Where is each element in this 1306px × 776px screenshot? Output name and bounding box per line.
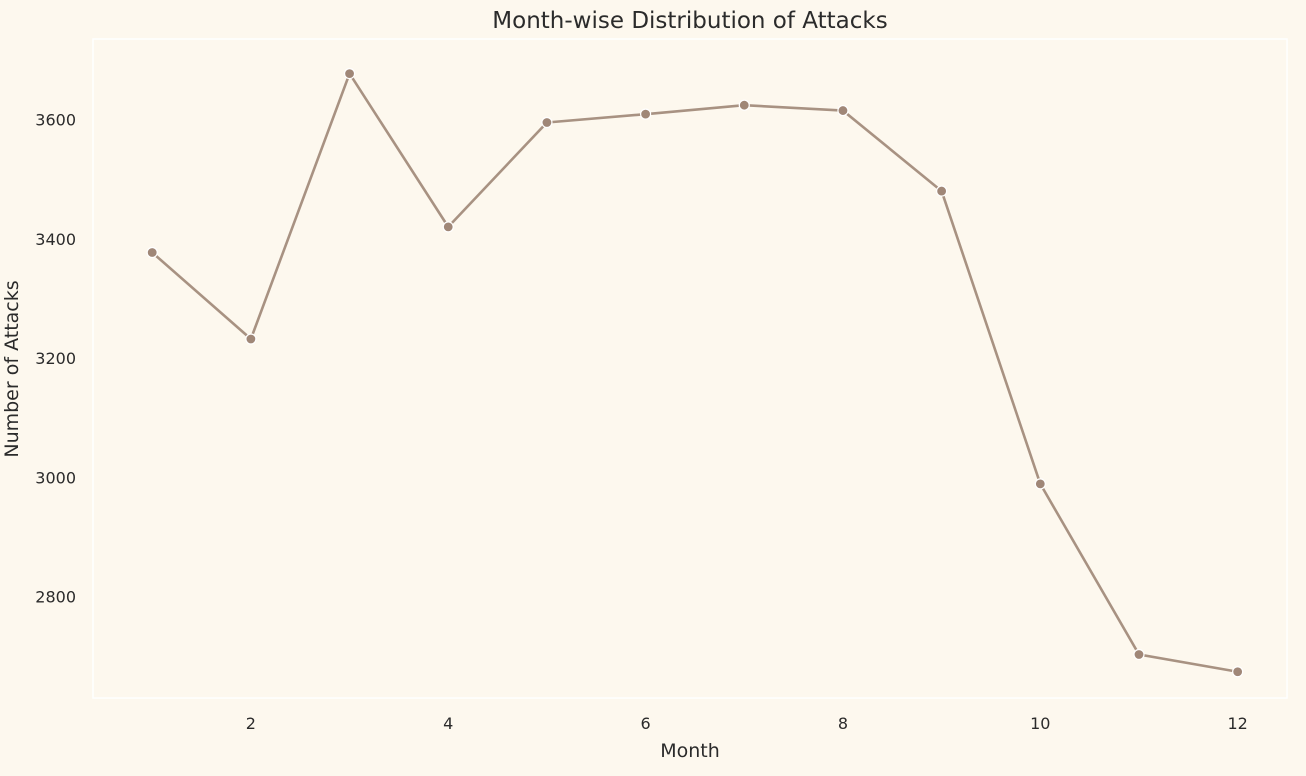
chart-title: Month-wise Distribution of Attacks xyxy=(492,8,887,34)
y-axis-ticks: 2800 3000 3200 3400 3600 xyxy=(35,111,76,607)
y-tick-label: 2800 xyxy=(35,588,76,607)
data-point xyxy=(1232,666,1244,678)
data-point xyxy=(639,108,652,120)
x-axis-ticks: 2 4 6 8 10 12 xyxy=(246,714,1248,733)
series-line xyxy=(151,72,1238,674)
data-point xyxy=(245,333,257,345)
data-point xyxy=(343,67,356,80)
x-tick-label: 10 xyxy=(1030,714,1050,733)
x-tick-label: 4 xyxy=(443,714,453,733)
data-point xyxy=(1034,478,1046,490)
data-point xyxy=(146,246,158,259)
y-axis-label: Number of Attacks xyxy=(1,280,23,457)
x-tick-label: 2 xyxy=(246,714,256,733)
series-layer xyxy=(146,67,1244,678)
y-tick-label: 3600 xyxy=(35,111,76,130)
plot-area xyxy=(92,38,1288,699)
y-tick-label: 3400 xyxy=(35,230,76,249)
data-point xyxy=(837,104,849,117)
x-tick-label: 6 xyxy=(641,714,651,733)
data-point xyxy=(442,221,454,233)
data-point xyxy=(1133,648,1145,661)
data-point xyxy=(541,116,553,129)
data-point xyxy=(936,185,948,197)
y-tick-label: 3000 xyxy=(35,468,76,487)
x-tick-label: 12 xyxy=(1227,714,1247,733)
x-tick-label: 8 xyxy=(838,714,848,733)
data-point xyxy=(738,99,750,111)
x-axis-label: Month xyxy=(660,740,720,762)
y-tick-label: 3200 xyxy=(35,349,76,368)
